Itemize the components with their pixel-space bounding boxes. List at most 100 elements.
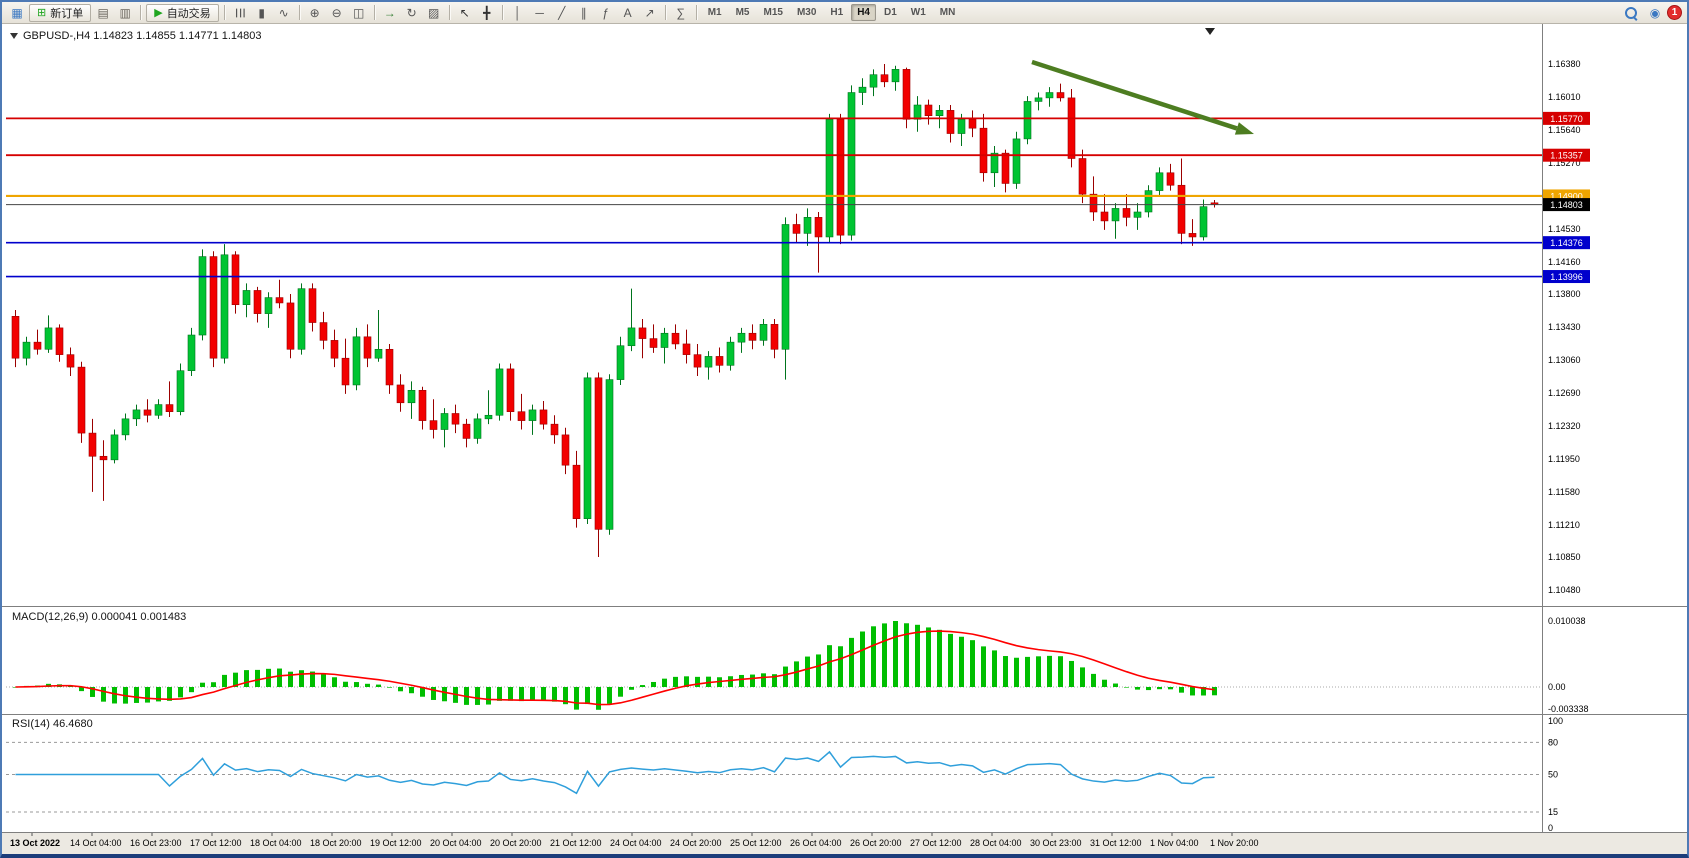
candle-body — [11, 316, 20, 359]
chart-shift-marker-icon[interactable] — [1205, 28, 1215, 35]
candle-body — [429, 420, 438, 430]
macd-histogram-bar — [1168, 687, 1173, 690]
time-tick-label: 26 Oct 20:00 — [850, 838, 902, 848]
macd-label-text: MACD(12,26,9) 0.000041 0.001483 — [12, 611, 187, 623]
bar-chart-icon[interactable]: ☰ — [232, 7, 247, 18]
chart-window-icon[interactable]: ▦ — [11, 5, 23, 20]
price-tick-label: 1.15640 — [1548, 125, 1581, 135]
macd-histogram-bar — [915, 624, 920, 687]
macd-histogram-bar — [145, 687, 150, 703]
candle-body — [935, 110, 944, 117]
chart-background — [2, 24, 1687, 833]
time-tick-label: 18 Oct 20:00 — [310, 838, 362, 848]
timeframe-w1[interactable]: W1 — [910, 7, 926, 18]
zoom-out-icon[interactable]: ⊖ — [331, 5, 342, 20]
search-icon[interactable] — [1623, 5, 1639, 21]
timeframe-h1[interactable]: H1 — [830, 7, 844, 18]
macd-histogram-bar — [750, 674, 755, 687]
candle-body — [176, 370, 185, 412]
zoom-in-icon[interactable]: ⊕ — [309, 5, 320, 20]
macd-histogram-bar — [1047, 655, 1052, 687]
notification-badge[interactable]: 1 — [1667, 5, 1682, 20]
candle-body — [616, 345, 625, 380]
macd-histogram-bar — [871, 626, 876, 687]
price-tick-label: 1.13430 — [1548, 322, 1581, 332]
candle-body — [814, 217, 823, 238]
one-click-trading-arrow-icon[interactable] — [10, 33, 18, 39]
trend-arrow-line[interactable] — [1031, 59, 1238, 131]
auto-scroll-icon[interactable]: → — [383, 5, 396, 20]
timeframe-m30[interactable]: M30 — [796, 7, 817, 18]
candle-body — [1188, 233, 1197, 238]
macd-histogram-bar — [1091, 673, 1096, 687]
trend-arrow-head — [1234, 122, 1254, 135]
horizontal-line-icon[interactable]: ─ — [535, 5, 544, 20]
chart-shift-icon[interactable]: ↻ — [406, 5, 417, 20]
time-axis-background — [2, 833, 1687, 854]
timeframe-m5[interactable]: M5 — [735, 7, 750, 18]
candle-body — [770, 324, 779, 350]
indicators-icon[interactable]: ∑ — [676, 5, 685, 20]
timeframe-m1[interactable]: M1 — [707, 7, 722, 18]
time-tick-label: 18 Oct 04:00 — [250, 838, 302, 848]
templates-icon[interactable]: ▨ — [428, 5, 440, 20]
text-label-icon[interactable]: A — [623, 5, 632, 20]
price-badge-text: 1.14900 — [1550, 191, 1583, 201]
bid-price-badge[interactable] — [1543, 198, 1590, 212]
new-order-button[interactable]: ⊞ 新订单 — [29, 3, 92, 22]
price-badge[interactable] — [1543, 236, 1590, 250]
autotrading-button-label: 自动交易 — [166, 7, 211, 20]
candle-body — [781, 224, 790, 350]
timeframe-mn[interactable]: MN — [939, 7, 956, 18]
price-badge[interactable] — [1543, 270, 1590, 284]
charts-icon[interactable]: ▤ — [97, 5, 109, 20]
community-icon[interactable]: ◉ — [1649, 5, 1661, 20]
macd-histogram-bar — [101, 687, 106, 702]
tile-windows-icon[interactable]: ◫ — [353, 5, 365, 20]
candle-body — [418, 389, 427, 421]
macd-histogram-bar — [508, 687, 513, 701]
macd-histogram-bar — [860, 631, 865, 687]
crosshair-icon[interactable]: ╋ — [483, 5, 491, 20]
timeframe-d1[interactable]: D1 — [884, 7, 897, 18]
macd-histogram-bar — [486, 687, 491, 705]
macd-histogram-bar — [827, 645, 832, 687]
arrows-tool-icon[interactable]: ↗ — [644, 5, 655, 20]
profiles-icon[interactable]: ▥ — [119, 5, 131, 20]
macd-histogram-bar — [1080, 667, 1085, 687]
macd-axis-label: 0.010038 — [1548, 616, 1586, 626]
toolbar-separator — [448, 5, 450, 20]
toolbar-separator — [695, 5, 697, 20]
rsi-indicator-label: RSI(14) 46.4680 — [12, 718, 93, 730]
candlestick-chart-icon[interactable]: ▮ — [258, 5, 265, 20]
price-tick-label: 1.11210 — [1548, 520, 1580, 530]
candle-body — [759, 324, 768, 341]
timeframe-h4[interactable]: H4 — [851, 4, 876, 21]
equidistant-channel-icon[interactable]: ∥ — [580, 5, 587, 20]
vertical-line-icon[interactable]: │ — [513, 5, 522, 20]
trendline-icon[interactable]: ╱ — [558, 5, 566, 20]
cursor-icon[interactable]: ↖ — [459, 5, 470, 20]
timeframe-m15[interactable]: M15 — [763, 7, 783, 18]
macd-histogram-bar — [1135, 687, 1140, 690]
fibonacci-icon[interactable]: ƒ — [602, 5, 610, 20]
price-badge[interactable] — [1543, 148, 1590, 162]
macd-histogram-bar — [838, 646, 843, 687]
macd-histogram-bar — [1069, 660, 1074, 687]
candle-body — [66, 354, 75, 368]
price-badge[interactable] — [1543, 111, 1590, 125]
macd-histogram-bar — [79, 687, 84, 692]
macd-histogram-bar — [684, 676, 689, 687]
candle-body — [1166, 172, 1175, 186]
chart-canvas[interactable]: 1.16380 1.16010 1.15640 1.15270 1.14900 1.145… — [2, 24, 1687, 854]
macd-histogram-bar — [926, 627, 931, 687]
time-tick-label: 16 Oct 23:00 — [130, 838, 182, 848]
autotrading-button[interactable]: ▶ 自动交易 — [146, 3, 219, 22]
candle-body — [726, 341, 735, 366]
line-chart-icon[interactable]: ∿ — [278, 5, 289, 20]
macd-histogram-bar — [288, 671, 293, 687]
price-tick-label: 1.13060 — [1548, 355, 1581, 365]
candle-body — [836, 118, 845, 236]
time-tick-label: 26 Oct 04:00 — [790, 838, 842, 848]
